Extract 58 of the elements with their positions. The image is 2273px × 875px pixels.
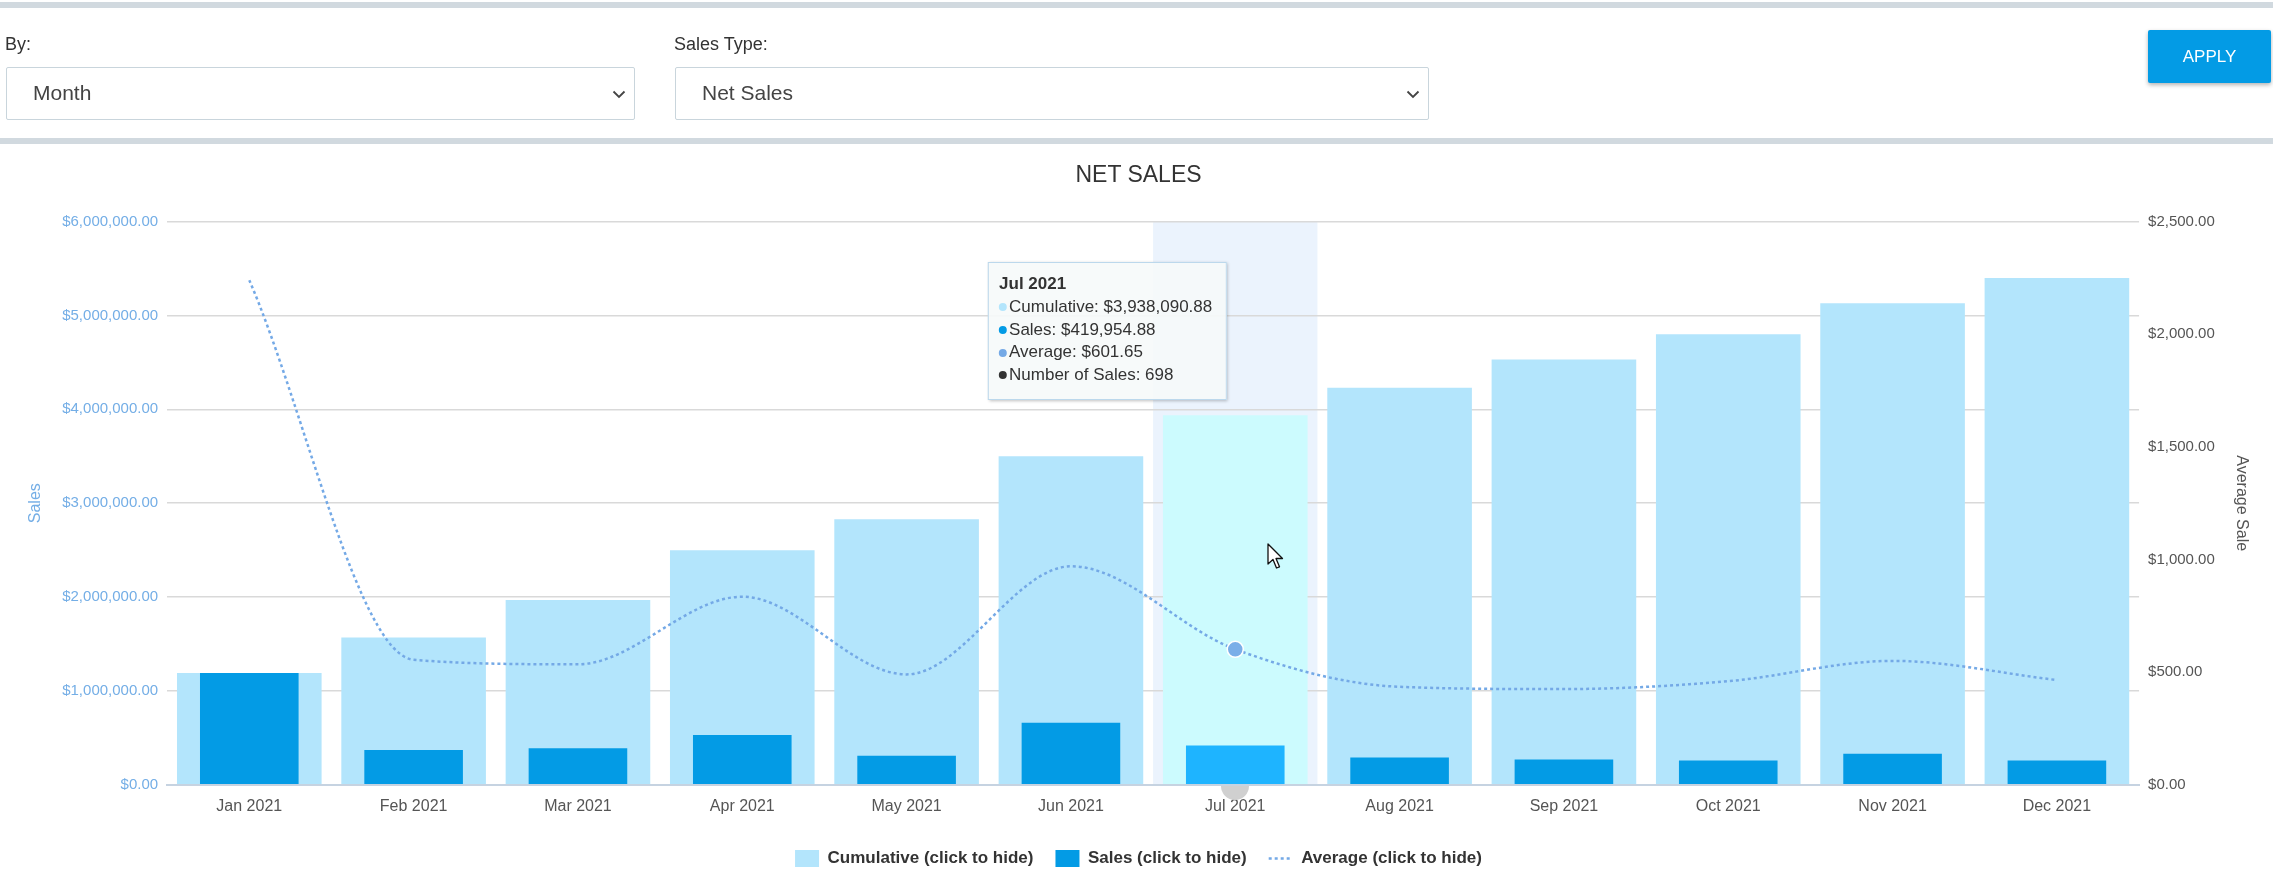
x-tick-label: Feb 2021	[379, 796, 448, 814]
bar	[2007, 760, 2107, 785]
y-tick-label: $1,000,000.00	[62, 681, 159, 699]
legend-label: Cumulative (click to hide)	[827, 848, 1034, 868]
annotation: Jul 2021	[999, 272, 1067, 295]
y-tick-label: $2,000,000.00	[62, 587, 159, 605]
bar	[1843, 753, 1942, 785]
x-tick-label: May 2021	[871, 796, 942, 814]
legend-label: Average (click to hide)	[1301, 848, 1482, 868]
y2-tick-label: $1,500.00	[2148, 437, 2215, 455]
bar	[1984, 277, 2130, 785]
dropdown[interactable]: Month	[6, 67, 635, 120]
y2-tick-label: $2,000.00	[2148, 324, 2215, 342]
y2-tick-label: $2,500.00	[2148, 211, 2215, 229]
text: Sales Type:	[674, 34, 768, 55]
chart-title: NET SALES	[1075, 161, 1202, 188]
bar	[1350, 757, 1449, 785]
bar	[528, 748, 628, 785]
x-tick-label: Jan 2021	[216, 796, 283, 814]
bar	[1327, 387, 1472, 785]
annotation: Number of Sales: 698	[1009, 363, 1174, 386]
bar	[199, 673, 299, 785]
y2-tick-label: $500.00	[2148, 662, 2203, 680]
x-tick-label: Dec 2021	[2022, 796, 2092, 814]
bar	[1185, 745, 1285, 785]
bar	[1021, 722, 1121, 785]
x-tick-label: Jun 2021	[1038, 796, 1104, 814]
y-axis-title: Sales	[26, 483, 44, 524]
x-tick-label: Aug 2021	[1365, 796, 1434, 814]
x-tick-label: Apr 2021	[709, 796, 775, 814]
bar	[1678, 760, 1778, 785]
bar	[692, 735, 792, 785]
y2-axis-title: Average Sale	[2233, 455, 2251, 552]
y-tick-label: $6,000,000.00	[62, 211, 159, 229]
y-tick-label: $3,000,000.00	[62, 493, 159, 511]
legend-label: Sales (click to hide)	[1087, 848, 1247, 868]
annotation: Cumulative: $3,938,090.88	[1009, 296, 1213, 319]
y2-tick-label: $0.00	[2148, 774, 2186, 792]
y-tick-label: $4,000,000.00	[62, 399, 159, 417]
y-tick-label: $5,000,000.00	[62, 305, 159, 323]
x-tick-label: Jul 2021	[1205, 796, 1266, 814]
bar	[834, 519, 979, 785]
bar	[1491, 359, 1637, 785]
x-tick-label: Nov 2021	[1858, 796, 1927, 814]
bar	[1655, 334, 1801, 785]
x-tick-label: Oct 2021	[1695, 796, 1761, 814]
bar	[1514, 759, 1614, 785]
annotation: Average: $601.65	[1009, 341, 1143, 364]
y-tick-label: $0.00	[120, 774, 159, 792]
y2-tick-label: $1,000.00	[2148, 549, 2215, 567]
annotation: Sales: $419,954.88	[1009, 318, 1156, 341]
x-tick-label: Sep 2021	[1529, 796, 1599, 814]
text: By:	[5, 34, 32, 55]
bar	[857, 755, 956, 785]
bar	[1820, 303, 1965, 785]
bar	[364, 750, 463, 785]
dropdown[interactable]: Net Sales	[675, 67, 1429, 120]
x-tick-label: Mar 2021	[544, 796, 612, 814]
